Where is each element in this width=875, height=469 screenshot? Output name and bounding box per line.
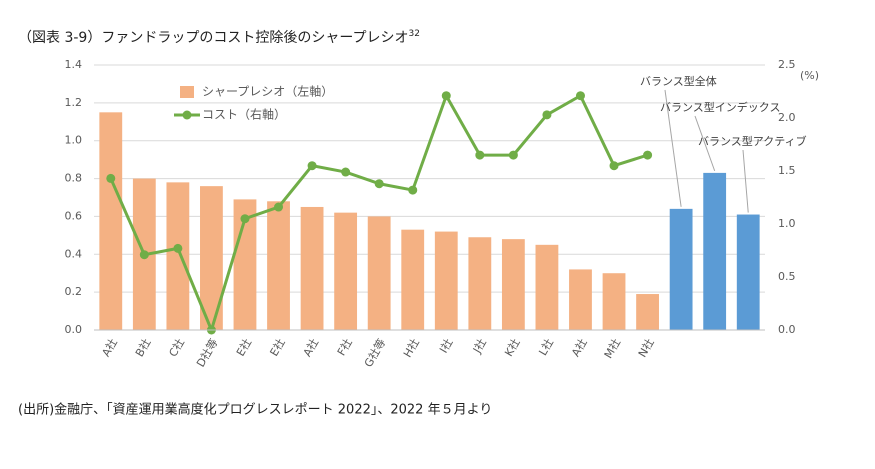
line-marker: [441, 91, 451, 101]
y2-unit: (%): [800, 69, 819, 82]
bar: [401, 229, 425, 330]
x-tick-label: A社: [99, 336, 120, 359]
x-tick-label: B社: [132, 336, 153, 359]
annotation: バランス型インデックス: [660, 100, 780, 114]
x-tick-label: E社: [267, 336, 288, 359]
source-note: (出所)金融庁、「資産運用業高度化プログレスレポート 2022」、2022 年５…: [18, 402, 492, 418]
x-tick-label: H社: [400, 336, 422, 360]
bar: [501, 239, 525, 330]
x-tick-label: D社等: [193, 336, 220, 369]
line-marker: [139, 250, 149, 260]
x-tick-label: A社: [568, 336, 589, 359]
bar: [669, 208, 693, 330]
line-marker: [408, 185, 418, 195]
y-tick-label: 1.4: [65, 58, 83, 71]
bar: [569, 269, 592, 330]
y2-tick-label: 2.0: [778, 111, 796, 124]
x-tick-label: A社: [300, 336, 321, 359]
line-marker: [643, 150, 653, 160]
line-marker: [106, 173, 116, 183]
legend-label: シャープレシオ（左軸）: [202, 84, 333, 99]
x-tick-label: F社: [334, 336, 355, 358]
chart-title: （図表 3-9）ファンドラップのコスト控除後のシャープレシオ32: [18, 29, 420, 47]
title-text: （図表 3-9）ファンドラップのコスト控除後のシャープレシオ: [18, 30, 408, 46]
line-marker: [542, 110, 552, 120]
y-tick-label: 0.6: [65, 209, 83, 222]
y2-tick-label: 1.5: [778, 164, 796, 177]
y2-tick-label: 2.5: [778, 58, 796, 71]
bar: [636, 294, 659, 330]
bar: [602, 273, 626, 330]
bar: [166, 182, 190, 330]
x-tick-label: M社: [601, 336, 623, 361]
line-marker: [341, 167, 351, 177]
legend-marker: [182, 110, 192, 120]
line-marker: [274, 202, 284, 212]
y-tick-label: 0.8: [65, 172, 83, 185]
annotation-leader: [664, 89, 682, 207]
x-tick-label: L社: [535, 336, 556, 358]
y2-tick-label: 1.0: [778, 217, 796, 230]
bar: [99, 112, 123, 330]
bar: [535, 244, 559, 330]
line-marker: [475, 150, 485, 160]
line-marker: [374, 179, 384, 189]
x-tick-label: E社: [233, 336, 254, 359]
line-marker: [508, 150, 518, 160]
bar: [434, 231, 458, 330]
y-tick-label: 0.4: [65, 247, 83, 260]
y2-tick-label: 0.0: [778, 323, 796, 336]
x-tick-label: C社: [166, 336, 187, 359]
line-marker: [173, 243, 183, 253]
y2-tick-label: 0.5: [778, 270, 796, 283]
title-sup: 32: [408, 29, 419, 39]
annotation: バランス型全体: [640, 74, 717, 88]
line-marker: [307, 161, 317, 171]
line-marker: [609, 161, 619, 171]
legend-swatch: [180, 86, 194, 98]
bar: [468, 237, 492, 330]
x-tick-label: J社: [469, 336, 489, 356]
bar: [367, 216, 391, 330]
y-tick-label: 1.2: [65, 96, 83, 109]
bar: [334, 212, 358, 330]
y-tick-label: 0.0: [65, 323, 83, 336]
legend-label: コスト（右軸）: [202, 107, 286, 122]
bar: [300, 206, 324, 330]
bar: [200, 186, 223, 330]
y-tick-label: 1.0: [65, 134, 83, 147]
bar: [267, 201, 290, 330]
x-tick-label: I社: [436, 336, 455, 355]
line-marker: [240, 214, 250, 224]
bar: [736, 214, 760, 330]
x-tick-label: K社: [501, 336, 522, 359]
bar: [703, 172, 727, 330]
line-marker: [575, 91, 585, 101]
y-tick-label: 0.2: [65, 285, 83, 298]
annotation-leader: [742, 149, 749, 213]
annotation-leader: [694, 115, 716, 172]
x-tick-label: G社等: [361, 336, 388, 369]
bar: [233, 199, 257, 330]
annotation: バランス型アクティブ: [698, 134, 807, 148]
x-tick-label: N社: [635, 336, 657, 360]
